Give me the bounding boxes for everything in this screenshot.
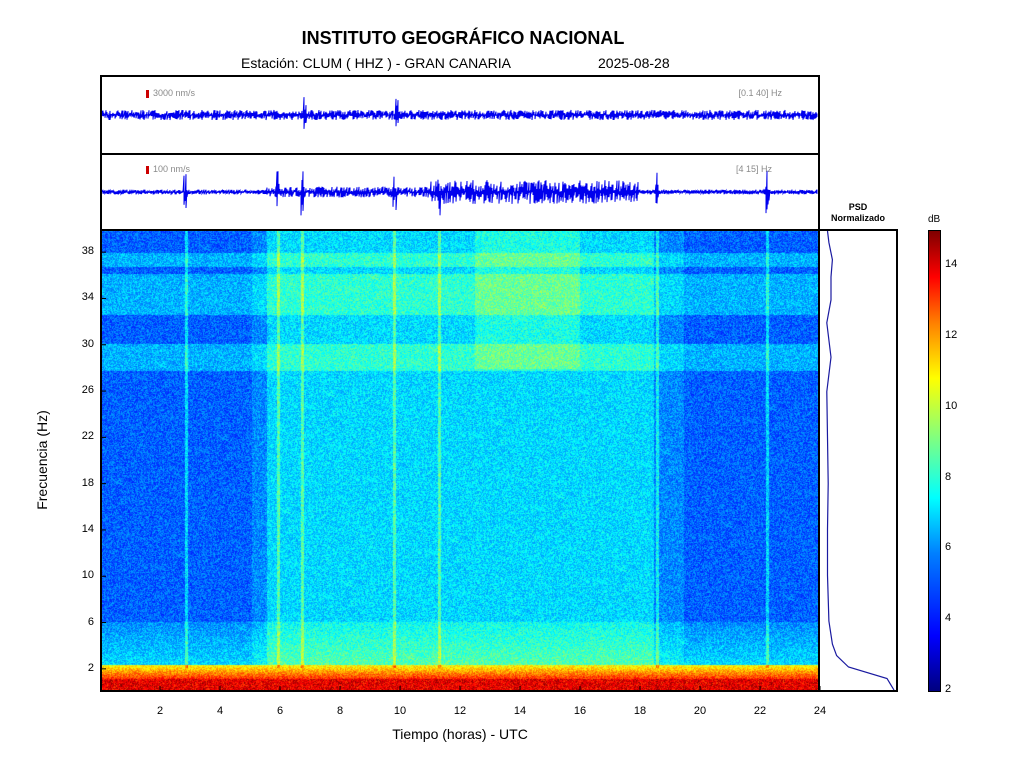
y-tick-label: 6 <box>87 615 94 628</box>
colorbar-tick-label: 2 <box>945 683 952 695</box>
x-tick-label: 20 <box>693 705 707 717</box>
waveform-line <box>102 97 818 129</box>
trace-band-label: [0.1 40] Hz <box>738 88 782 98</box>
y-tick-label: 34 <box>81 291 94 304</box>
colorbar-tick-label: 12 <box>945 329 958 342</box>
scale-marker-icon <box>146 90 149 98</box>
x-tick-label: 18 <box>633 705 647 717</box>
trace-band-label: [4 15] Hz <box>735 164 772 174</box>
colorbar-tick-label: 10 <box>945 399 958 412</box>
colorbar <box>928 230 941 692</box>
scale-marker-icon <box>146 166 149 174</box>
seismogram-trace-filtered: 100 nm/s [4 15] Hz <box>100 153 820 231</box>
y-tick-label: 30 <box>81 337 94 350</box>
trace-scale-label: 3000 nm/s <box>153 88 196 98</box>
x-tick-label: 12 <box>453 705 467 717</box>
chart-title: INSTITUTO GEOGRÁFICO NACIONAL <box>301 28 625 48</box>
x-axis-label: Tiempo (horas) - UTC <box>392 726 528 742</box>
x-tick-label: 2 <box>156 705 164 717</box>
x-tick-label: 6 <box>276 705 284 717</box>
date-label: 2025-08-28 <box>598 55 670 71</box>
station-label: Estación: CLUM ( HHZ ) - GRAN CANARIA <box>241 55 511 71</box>
spectrogram-image <box>102 231 818 690</box>
y-tick-label: 26 <box>81 384 94 397</box>
psd-line <box>826 231 895 690</box>
x-tick-label: 4 <box>216 705 224 717</box>
y-axis-label: Frecuencia (Hz) <box>34 410 50 510</box>
spectrogram <box>100 229 820 692</box>
psd-curve <box>826 231 895 690</box>
y-tick-label: 18 <box>81 476 94 489</box>
trace-waveform <box>102 170 818 216</box>
x-tick-label: 16 <box>573 705 587 717</box>
x-tick-label: 14 <box>513 705 527 717</box>
psd-panel <box>818 229 898 692</box>
y-tick-label: 10 <box>81 569 94 582</box>
waveform-line <box>102 170 818 216</box>
y-tick-label: 22 <box>81 430 94 443</box>
psd-title-line1: PSD <box>848 202 868 212</box>
x-tick-label: 10 <box>393 705 407 717</box>
colorbar-tick-label: 6 <box>945 541 952 554</box>
y-tick-label: 38 <box>81 245 94 258</box>
x-tick-label: 8 <box>336 705 344 717</box>
colorbar-tick-label: 4 <box>945 612 952 625</box>
seismogram-trace-broadband: 3000 nm/s [0.1 40] Hz <box>100 75 820 155</box>
trace-waveform <box>102 97 818 129</box>
y-tick-label: 14 <box>81 522 94 535</box>
psd-title: PSD Normalizado <box>818 202 898 224</box>
psd-title-line2: Normalizado <box>830 213 885 223</box>
colorbar-tick-label: 8 <box>945 470 952 483</box>
colorbar-unit: dB <box>928 214 941 225</box>
trace-scale-label: 100 nm/s <box>153 164 191 174</box>
x-tick-label: 22 <box>753 705 767 717</box>
colorbar-tick-label: 14 <box>945 258 958 271</box>
x-tick-label: 24 <box>813 705 827 717</box>
y-tick-label: 2 <box>87 661 94 674</box>
